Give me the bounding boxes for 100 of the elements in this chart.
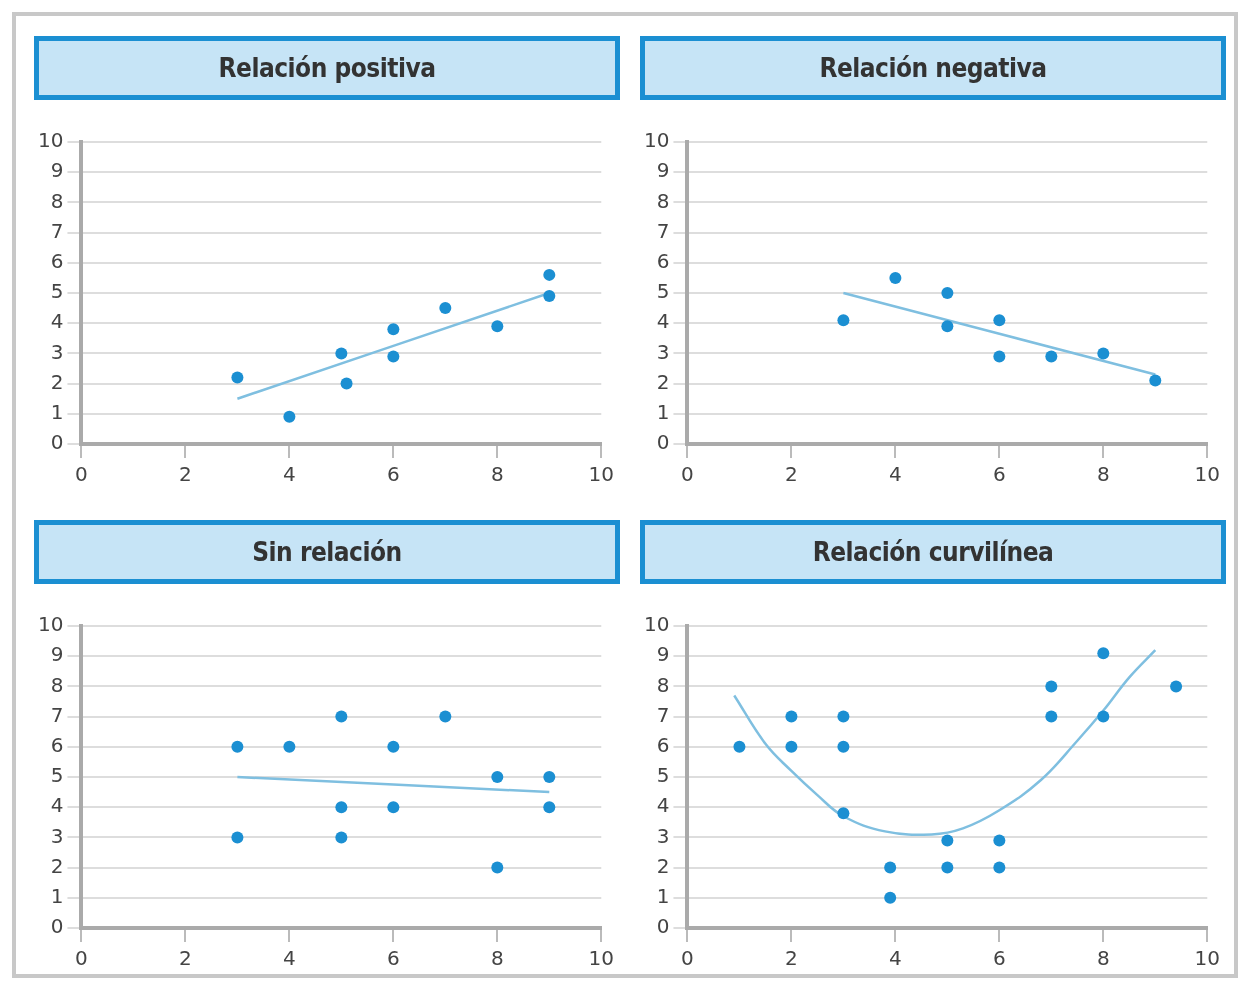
line-series — [732, 648, 1157, 836]
y-tick-label: 4 — [656, 309, 670, 334]
x-tick-label: 4 — [283, 946, 296, 971]
y-tick-label: 1 — [656, 400, 670, 424]
chart-title: Relación curvilínea — [640, 520, 1226, 584]
x-tick-label: 0 — [75, 462, 88, 487]
point — [283, 410, 296, 423]
x-tick-label: 10 — [1194, 946, 1220, 971]
point — [335, 710, 348, 723]
y-tick-label: 9 — [50, 158, 64, 183]
y-tick-label: 3 — [656, 823, 670, 848]
point — [785, 710, 798, 723]
x-tick-label: 6 — [992, 946, 1006, 971]
point — [439, 302, 452, 315]
x-tick-label: 10 — [588, 946, 614, 971]
x-tick-label: 2 — [179, 946, 192, 971]
y-tick-label: 0 — [656, 430, 670, 455]
y-tick-label: 2 — [50, 853, 64, 878]
y-tick-label: 6 — [656, 249, 670, 273]
x-tick-label: 4 — [283, 462, 296, 487]
y-tick-label: 6 — [656, 733, 670, 757]
point — [1149, 374, 1162, 387]
x-tick-label: 10 — [1194, 462, 1220, 487]
point — [543, 268, 556, 281]
y-tick-label: 0 — [50, 914, 64, 939]
point — [993, 834, 1006, 847]
y-tick-label: 3 — [50, 339, 64, 364]
point — [335, 347, 348, 360]
point — [335, 801, 348, 814]
point — [1045, 710, 1058, 723]
y-tick-label: 3 — [656, 339, 670, 364]
y-tick-label: 6 — [50, 733, 64, 757]
point — [941, 287, 954, 299]
y-tick-label: 10 — [38, 612, 64, 637]
y-tick-label: 1 — [50, 400, 64, 424]
point — [543, 771, 556, 783]
x-tick-label: 0 — [681, 946, 694, 971]
x-tick-label: 0 — [75, 946, 88, 971]
point — [785, 740, 798, 753]
point — [1097, 710, 1110, 723]
point — [439, 710, 452, 723]
point — [231, 371, 244, 384]
point — [231, 831, 244, 844]
y-tick-label: 8 — [50, 672, 64, 697]
point — [941, 834, 954, 847]
point — [993, 350, 1006, 363]
chart-title: Sin relación — [34, 520, 620, 584]
point — [889, 271, 902, 284]
y-tick-label: 2 — [656, 853, 670, 878]
point — [1170, 680, 1183, 693]
x-tick-label: 2 — [785, 946, 798, 971]
x-tick-label: 2 — [179, 462, 192, 487]
y-tick-label: 9 — [50, 642, 64, 667]
point — [1097, 647, 1110, 660]
point — [491, 320, 504, 333]
point — [491, 861, 504, 874]
x-tick-label: 4 — [889, 462, 902, 487]
point — [387, 740, 400, 753]
point — [283, 740, 296, 753]
point — [941, 861, 954, 874]
y-tick-label: 10 — [38, 128, 64, 153]
x-tick-label: 6 — [386, 946, 400, 971]
point — [884, 891, 897, 904]
point — [837, 807, 850, 820]
x-tick-label: 8 — [490, 462, 504, 487]
y-tick-label: 5 — [656, 763, 670, 788]
y-tick-label: 6 — [50, 249, 64, 273]
y-tick-label: 3 — [50, 823, 64, 848]
point — [993, 314, 1006, 327]
point — [1045, 680, 1058, 693]
point — [941, 320, 954, 333]
y-tick-label: 7 — [656, 702, 670, 727]
y-tick-label: 5 — [50, 763, 64, 788]
point — [387, 801, 400, 814]
y-tick-label: 10 — [644, 128, 670, 153]
y-tick-label: 4 — [656, 793, 670, 818]
y-tick-label: 4 — [50, 793, 64, 818]
y-tick-label: 1 — [50, 884, 64, 908]
y-tick-label: 7 — [656, 218, 670, 243]
point — [335, 831, 348, 844]
point — [837, 710, 850, 723]
y-tick-label: 1 — [656, 884, 670, 908]
y-tick-label: 8 — [656, 188, 670, 213]
y-tick-label: 2 — [656, 369, 670, 394]
point — [543, 290, 556, 303]
y-tick-label: 4 — [50, 309, 64, 334]
y-tick-label: 8 — [656, 672, 670, 697]
point — [837, 314, 850, 327]
point — [1097, 347, 1110, 360]
y-tick-label: 0 — [50, 430, 64, 455]
point — [387, 323, 400, 336]
x-tick-label: 6 — [386, 462, 400, 487]
x-tick-label: 8 — [490, 946, 504, 971]
y-tick-label: 9 — [656, 158, 670, 183]
point — [733, 740, 746, 753]
chart-title: Relación negativa — [640, 36, 1226, 100]
x-tick-label: 8 — [1096, 462, 1110, 487]
point — [1045, 350, 1058, 363]
x-tick-label: 2 — [785, 462, 798, 487]
y-tick-label: 5 — [656, 279, 670, 304]
